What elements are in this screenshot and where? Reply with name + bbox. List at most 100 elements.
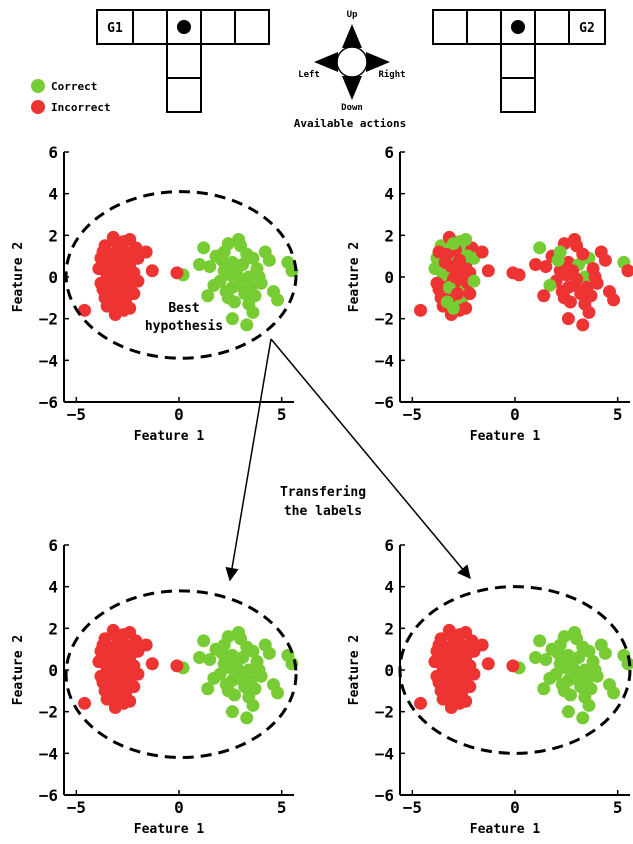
data-point <box>568 626 582 639</box>
data-point <box>561 705 575 719</box>
data-point <box>561 280 575 294</box>
data-point <box>576 640 590 654</box>
data-point <box>78 303 92 317</box>
y-tick-label: 4 <box>384 578 394 597</box>
data-point <box>570 272 584 286</box>
x-tick-label: 0 <box>174 405 184 424</box>
data-point <box>533 634 547 648</box>
hypothesis-ellipse <box>64 190 298 360</box>
data-point <box>110 630 124 644</box>
y-tick-label: 0 <box>48 268 58 287</box>
data-point <box>234 665 248 679</box>
hypothesis-ellipse <box>398 585 632 755</box>
data-point <box>553 245 567 259</box>
data-point <box>580 673 594 687</box>
data-point <box>244 673 258 687</box>
data-point <box>481 657 495 671</box>
data-point <box>232 233 246 246</box>
x-axis-label: Feature 1 <box>470 822 541 837</box>
data-point <box>240 640 254 654</box>
data-point <box>428 655 442 669</box>
data-point <box>459 694 473 708</box>
data-point <box>570 665 584 679</box>
data-point <box>582 698 596 712</box>
data-point <box>94 276 108 290</box>
y-tick-label: −4 <box>375 744 394 763</box>
data-point <box>123 233 137 246</box>
y-tick-label: 2 <box>384 619 394 638</box>
best-hypothesis-label: Best <box>168 301 199 316</box>
data-point <box>96 245 110 259</box>
data-point <box>252 663 266 677</box>
data-point <box>271 293 285 307</box>
data-point <box>537 289 551 303</box>
data-point <box>131 274 145 288</box>
y-tick-label: 6 <box>48 143 58 162</box>
legend-correct-label: Correct <box>51 80 97 93</box>
data-point <box>240 318 254 332</box>
data-point <box>446 237 460 251</box>
y-tick-label: 2 <box>48 619 58 638</box>
y-tick-label: −6 <box>39 393 58 412</box>
data-point <box>446 630 460 644</box>
x-tick-label: 0 <box>174 798 184 817</box>
data-point <box>533 241 547 255</box>
data-point <box>438 255 452 269</box>
hypothesis-ellipse <box>64 589 298 760</box>
data-point <box>428 262 442 276</box>
goal-label-g1: G1 <box>107 21 123 36</box>
y-tick-label: −2 <box>375 310 394 329</box>
data-point <box>539 653 553 667</box>
data-point <box>246 698 260 712</box>
data-point <box>252 270 266 284</box>
y-tick-label: 6 <box>384 536 394 555</box>
data-point <box>193 651 207 664</box>
y-tick-label: 0 <box>48 661 58 680</box>
data-point <box>529 258 543 271</box>
data-point <box>244 280 258 294</box>
data-point <box>139 245 153 259</box>
y-tick-label: 6 <box>384 143 394 162</box>
x-axis-label: Feature 1 <box>470 429 541 444</box>
data-point <box>448 663 462 677</box>
grid-cell <box>200 9 236 45</box>
data-point <box>221 684 235 698</box>
goal-label-g2: G2 <box>579 21 595 36</box>
y-tick-label: 4 <box>384 185 394 204</box>
data-point <box>110 237 124 251</box>
data-point <box>262 253 276 267</box>
data-point <box>217 638 231 652</box>
grid-cell <box>500 43 536 79</box>
y-tick-label: 4 <box>48 185 58 204</box>
data-point <box>112 663 126 677</box>
data-point <box>446 694 460 708</box>
data-point <box>110 694 124 708</box>
data-point <box>453 253 467 267</box>
data-point <box>453 646 467 660</box>
y-tick-label: 0 <box>384 268 394 287</box>
data-point <box>193 258 207 271</box>
legend-incorrect-marker <box>31 100 45 114</box>
data-point <box>467 274 481 288</box>
data-point <box>539 260 553 274</box>
data-point <box>115 287 128 301</box>
y-tick-label: 0 <box>384 661 394 680</box>
data-point <box>225 673 239 687</box>
y-tick-label: −4 <box>39 351 58 370</box>
data-point <box>115 680 128 694</box>
y-tick-label: −6 <box>39 786 58 805</box>
y-axis-label: Feature 2 <box>347 635 362 705</box>
data-point <box>506 266 520 280</box>
y-tick-label: −2 <box>39 703 58 722</box>
data-point <box>451 680 464 694</box>
data-point <box>459 233 473 246</box>
data-point <box>467 667 481 681</box>
data-point <box>117 253 131 267</box>
x-tick-label: −5 <box>67 405 86 424</box>
data-point <box>463 680 477 694</box>
transfer-arrow <box>270 338 471 580</box>
data-point <box>123 694 137 708</box>
data-point <box>529 651 543 664</box>
actions-caption: Available actions <box>294 117 407 130</box>
data-point <box>430 669 444 683</box>
